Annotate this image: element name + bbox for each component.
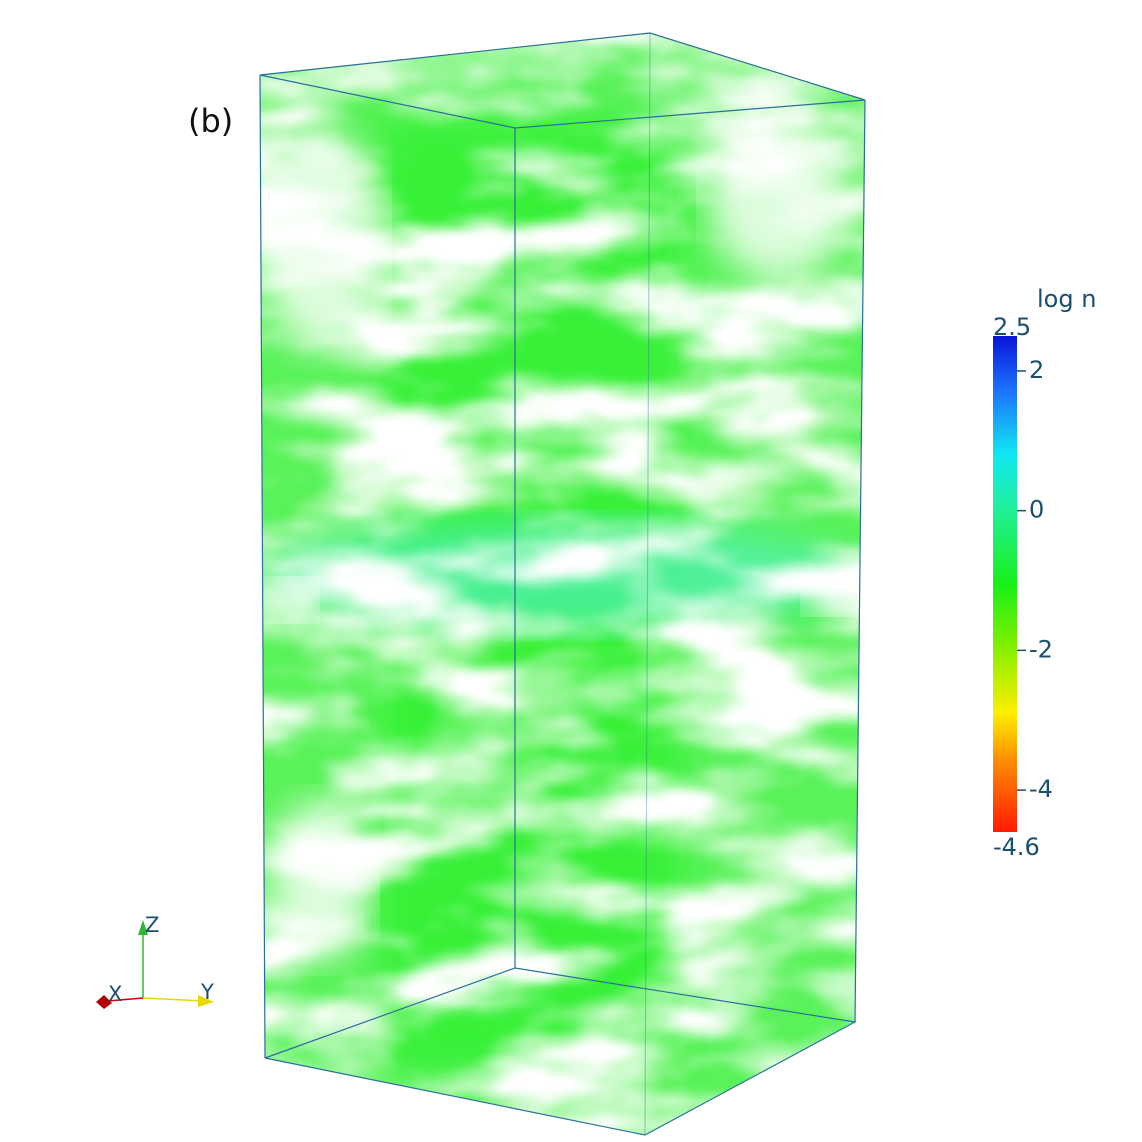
tick-label: 2 bbox=[1029, 356, 1044, 384]
colorbar-gradient bbox=[993, 336, 1017, 832]
range-label: -4.6 bbox=[993, 833, 1040, 861]
range-label: 2.5 bbox=[993, 313, 1031, 341]
tick-label: -4 bbox=[1029, 775, 1053, 803]
axes-triad: Z X Y bbox=[96, 913, 214, 1009]
tick-label: -2 bbox=[1029, 635, 1053, 663]
tick-label: 0 bbox=[1029, 496, 1044, 524]
bounding-box bbox=[259, 32, 866, 1136]
axis-label: X bbox=[108, 982, 122, 1006]
colorbar: log n 2.5 -4.6 -4 -2 0 2 bbox=[993, 285, 1096, 861]
axis-label: Y bbox=[200, 980, 214, 1004]
volume bbox=[260, 33, 865, 1135]
panel-label: (b) bbox=[188, 102, 233, 140]
axis-label: Z bbox=[145, 913, 159, 937]
colorbar-title: log n bbox=[1037, 285, 1096, 313]
